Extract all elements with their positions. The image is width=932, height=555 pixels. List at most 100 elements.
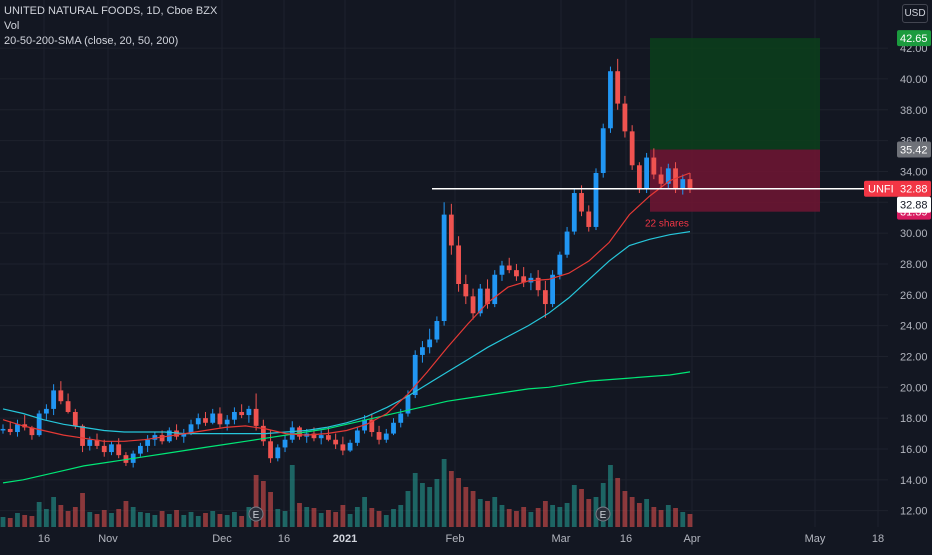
candle-body[interactable]	[405, 395, 411, 414]
candle-body[interactable]	[593, 172, 599, 227]
candle-body[interactable]	[434, 321, 440, 340]
candle-body[interactable]	[297, 427, 302, 437]
candle-body[interactable]	[564, 231, 570, 255]
candle-body[interactable]	[521, 276, 527, 283]
candle-body[interactable]	[680, 179, 686, 189]
candle-body[interactable]	[687, 179, 693, 189]
volume-bar	[94, 514, 100, 527]
candle-body[interactable]	[188, 424, 194, 434]
candle-body[interactable]	[615, 71, 621, 104]
candle-body[interactable]	[318, 435, 324, 439]
candle-body[interactable]	[347, 442, 353, 451]
x-tick-label: May	[805, 533, 826, 545]
candle-body[interactable]	[239, 411, 245, 416]
candle-body[interactable]	[29, 427, 35, 436]
candle-body[interactable]	[7, 428, 13, 433]
candle-body[interactable]	[0, 428, 6, 431]
candle-body[interactable]	[412, 354, 418, 396]
candle-body[interactable]	[398, 413, 404, 423]
candle-body[interactable]	[217, 413, 223, 425]
candle-body[interactable]	[333, 439, 339, 445]
candle-body[interactable]	[658, 174, 664, 184]
candle-body[interactable]	[557, 254, 563, 275]
volume-bar	[232, 512, 237, 527]
candle-body[interactable]	[275, 447, 281, 459]
candle-body[interactable]	[174, 430, 179, 437]
candle-body[interactable]	[463, 284, 469, 297]
candle-body[interactable]	[622, 103, 628, 132]
candle-body[interactable]	[326, 435, 331, 440]
candle-body[interactable]	[159, 435, 165, 442]
volume-bar	[210, 511, 216, 527]
candle-body[interactable]	[651, 157, 657, 175]
volume-bar	[159, 511, 165, 527]
candle-body[interactable]	[116, 444, 122, 456]
earnings-marker[interactable]	[248, 506, 264, 522]
candle-body[interactable]	[485, 288, 490, 305]
volume-bar	[412, 473, 418, 527]
candle-body[interactable]	[579, 193, 584, 212]
candle-body[interactable]	[109, 444, 114, 453]
candle-body[interactable]	[94, 439, 100, 446]
candle-body[interactable]	[65, 401, 71, 412]
candle-body[interactable]	[369, 419, 375, 433]
earnings-marker[interactable]	[595, 506, 611, 522]
candle-body[interactable]	[232, 411, 237, 420]
candle-body[interactable]	[586, 211, 592, 227]
candle-body[interactable]	[441, 214, 447, 322]
candle-body[interactable]	[43, 408, 49, 414]
candle-body[interactable]	[492, 274, 498, 305]
candle-body[interactable]	[629, 131, 635, 166]
candle-body[interactable]	[203, 418, 208, 423]
candle-body[interactable]	[152, 435, 158, 440]
candle-body[interactable]	[195, 418, 201, 425]
candle-body[interactable]	[535, 277, 541, 291]
candle-body[interactable]	[101, 445, 107, 453]
candle-body[interactable]	[340, 444, 346, 451]
candle-body[interactable]	[311, 433, 317, 439]
candle-body[interactable]	[72, 411, 78, 426]
candle-body[interactable]	[456, 245, 461, 285]
candle-body[interactable]	[246, 408, 252, 416]
candle-body[interactable]	[608, 71, 613, 129]
candle-body[interactable]	[499, 265, 505, 275]
candle-body[interactable]	[87, 439, 93, 446]
currency-button[interactable]: USD	[902, 4, 928, 23]
candle-body[interactable]	[644, 157, 650, 189]
candle-body[interactable]	[448, 214, 454, 246]
candle-body[interactable]	[51, 390, 57, 409]
candle-body[interactable]	[354, 430, 360, 443]
candle-body[interactable]	[376, 432, 382, 440]
candle-body[interactable]	[253, 408, 259, 426]
candle-body[interactable]	[506, 265, 512, 271]
candle-body[interactable]	[210, 413, 216, 423]
sma-20-line	[2, 172, 691, 442]
candle-body[interactable]	[427, 339, 433, 348]
candle-body[interactable]	[542, 290, 548, 305]
candle-body[interactable]	[514, 270, 519, 277]
candle-body[interactable]	[145, 439, 151, 446]
candle-body[interactable]	[470, 296, 476, 314]
candle-body[interactable]	[665, 168, 671, 184]
candle-body[interactable]	[58, 390, 64, 402]
candle-body[interactable]	[138, 445, 143, 454]
profit-zone[interactable]	[650, 38, 820, 150]
loss-zone[interactable]	[650, 149, 820, 212]
candle-body[interactable]	[268, 441, 273, 459]
candle-body[interactable]	[15, 424, 20, 433]
candle-body[interactable]	[550, 274, 555, 305]
candle-body[interactable]	[224, 419, 230, 425]
candle-body[interactable]	[80, 425, 85, 446]
candle-body[interactable]	[420, 347, 425, 355]
candle-body[interactable]	[477, 288, 483, 314]
candle-body[interactable]	[571, 193, 577, 232]
candle-body[interactable]	[636, 165, 642, 189]
candle-body[interactable]	[181, 433, 187, 437]
candle-body[interactable]	[383, 433, 389, 440]
candle-body[interactable]	[600, 128, 606, 173]
candle-body[interactable]	[36, 413, 42, 436]
candle-body[interactable]	[391, 422, 396, 434]
candle-body[interactable]	[282, 439, 288, 448]
